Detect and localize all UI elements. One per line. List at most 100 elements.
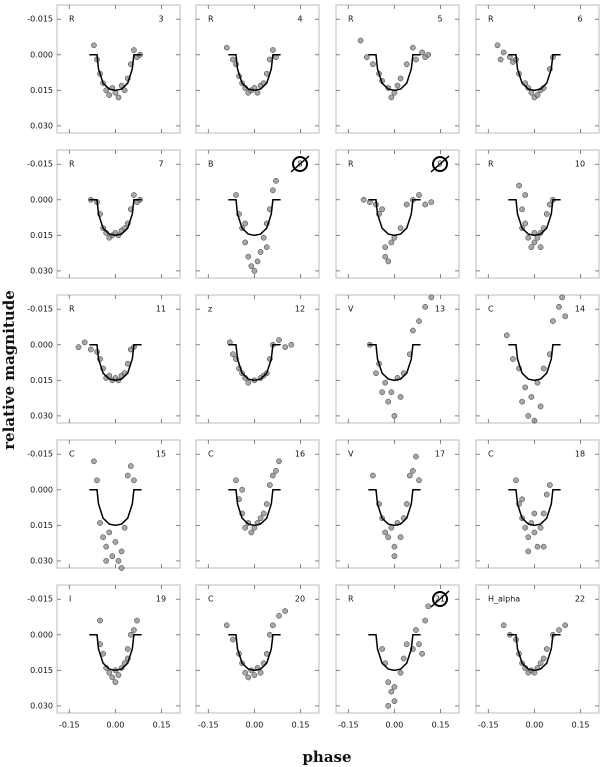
data-point (534, 92, 541, 98)
y-tick-label: 0.015 (30, 86, 53, 95)
y-tick-label: -0.015 (27, 305, 53, 314)
band-label: V (348, 305, 354, 314)
data-point (382, 244, 389, 251)
data-point (97, 520, 103, 526)
data-point (528, 394, 535, 400)
data-point (403, 61, 410, 68)
x-tick-label: 0.15 (292, 721, 310, 730)
data-point (230, 56, 236, 63)
band-label: C (488, 450, 494, 459)
band-label: C (208, 450, 214, 459)
data-point (270, 472, 276, 479)
y-tick-label: 0.000 (30, 485, 53, 494)
data-point (97, 617, 103, 624)
data-point (223, 44, 230, 51)
x-tick-label: 0.00 (107, 721, 125, 730)
panel: -0.015 0.000 0.015 0.030 R 3 (27, 4, 181, 134)
model-curve (508, 199, 561, 237)
data-point (379, 389, 385, 396)
model-curve (368, 489, 421, 527)
y-tick-label: 0.030 (30, 411, 53, 420)
x-tick-label: 0.00 (246, 721, 264, 730)
data-point (391, 543, 398, 550)
data-point (106, 92, 113, 98)
data-point (379, 646, 385, 652)
data-point (223, 622, 230, 629)
data-point (257, 669, 264, 676)
panel-frame (195, 439, 320, 569)
data-point (382, 379, 389, 386)
data-point (531, 510, 538, 517)
data-point (497, 56, 504, 63)
data-point (266, 631, 273, 638)
data-point (556, 627, 562, 633)
y-tick-label: 0.000 (30, 195, 53, 204)
data-point (403, 501, 410, 507)
data-point (556, 304, 562, 310)
model-curve (368, 199, 421, 237)
data-point (388, 94, 395, 101)
y-tick-label: -0.015 (27, 15, 53, 24)
data-point (257, 515, 264, 522)
model-curve (508, 344, 561, 382)
data-point (112, 679, 119, 686)
excluded-slash (430, 590, 450, 608)
data-point (242, 669, 249, 676)
panel-number: 22 (575, 595, 585, 604)
data-point (385, 703, 392, 709)
panel-frame (475, 4, 600, 134)
data-point (254, 89, 261, 96)
data-point (103, 558, 110, 564)
band-label: C (69, 450, 75, 459)
data-point (273, 177, 279, 184)
panel-frame (195, 294, 320, 424)
data-point (385, 398, 392, 405)
data-point (282, 608, 289, 614)
data-point (103, 87, 110, 94)
model-curve (508, 54, 561, 92)
data-point (100, 534, 106, 541)
data-point (109, 674, 116, 681)
data-point (397, 394, 404, 400)
data-point (276, 612, 282, 619)
excluded-slash (430, 155, 450, 173)
x-tick-label: 0.15 (432, 721, 450, 730)
data-point (270, 47, 276, 53)
model-curve (89, 634, 142, 672)
panel-number: 17 (435, 450, 445, 459)
panel-number: 7 (158, 160, 163, 169)
data-point (91, 458, 97, 465)
data-point (385, 534, 392, 541)
y-axis-label: relative magnitude (0, 290, 18, 450)
data-point (397, 75, 404, 82)
panel: V 13 (335, 294, 460, 424)
x-tick-label: -0.15 (338, 721, 359, 730)
panel-number: 6 (577, 15, 582, 24)
data-point (388, 389, 395, 396)
data-point (500, 49, 507, 56)
data-point (273, 467, 279, 474)
model-curve (508, 634, 561, 672)
panel-number: 4 (297, 15, 302, 24)
data-point (382, 253, 389, 260)
data-point (494, 42, 501, 49)
band-label: R (69, 160, 75, 169)
panel-number: 16 (295, 450, 305, 459)
band-label: V (348, 450, 354, 459)
data-point (75, 344, 82, 350)
excluded-mark (432, 156, 448, 172)
band-label: R (69, 15, 75, 24)
data-point (540, 510, 547, 517)
data-point (425, 603, 432, 610)
data-point (391, 413, 398, 419)
data-point (131, 477, 137, 484)
data-point (543, 491, 550, 498)
model-curve (508, 489, 561, 527)
data-point (385, 258, 392, 265)
panel-frame (56, 294, 181, 424)
data-point (513, 477, 519, 484)
panel-number: 3 (158, 15, 163, 24)
x-tick-label: 0.00 (386, 721, 404, 730)
data-point (522, 524, 529, 531)
